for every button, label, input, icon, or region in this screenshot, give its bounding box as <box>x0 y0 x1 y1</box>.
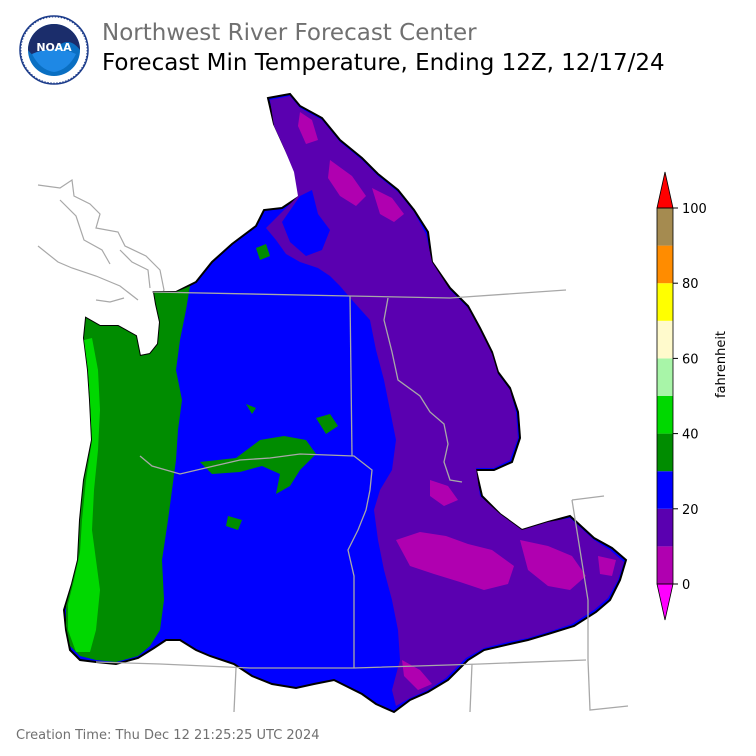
temperature-colorbar: 0 20 40 60 80 100 <box>656 171 707 621</box>
colorbar-bin <box>657 433 673 472</box>
colorbar-bin <box>657 396 673 434</box>
basin-zone-lightgreen <box>68 338 100 652</box>
colorbar-bin <box>657 320 673 359</box>
colorbar-bin <box>657 208 673 246</box>
state-boundaries <box>95 289 629 713</box>
temperature-field <box>62 92 628 714</box>
coastline-outline <box>37 178 165 303</box>
creation-time: Creation Time: Thu Dec 12 21:25:25 UTC 2… <box>16 728 320 743</box>
colorbar-bin <box>657 471 673 509</box>
svg-text:NOAA: NOAA <box>36 41 72 54</box>
basin-zone-blue-north <box>282 190 330 256</box>
basin-zone-magenta <box>298 112 616 690</box>
colorbar-tick-label: 80 <box>682 277 699 292</box>
colorbar-ticks: 0 20 40 60 80 100 <box>673 202 707 593</box>
colorbar-unit-label: fahrenheit <box>714 330 729 398</box>
center-name: Northwest River Forecast Center <box>102 20 477 46</box>
colorbar-bin <box>657 245 673 284</box>
interior-green-pockets <box>200 244 338 530</box>
colorbar-bin <box>657 283 673 321</box>
colorbar-tick-label: 0 <box>682 578 690 593</box>
colorbar-bin <box>657 546 673 584</box>
colorbar-tick-label: 20 <box>682 503 699 518</box>
colorbar-tick-label: 100 <box>682 202 707 217</box>
map-title: Forecast Min Temperature, Ending 12Z, 12… <box>102 50 665 76</box>
colorbar-tick-label: 40 <box>682 428 699 443</box>
colorbar-bin <box>657 358 673 396</box>
colorbar-over-arrow <box>656 171 674 209</box>
colorbar-under-arrow <box>656 583 674 621</box>
colorbar-bins <box>657 208 673 584</box>
colorbar-bin <box>657 508 673 547</box>
colorbar-tick-label: 60 <box>682 352 699 367</box>
noaa-logo-icon: NOAA <box>19 15 89 85</box>
